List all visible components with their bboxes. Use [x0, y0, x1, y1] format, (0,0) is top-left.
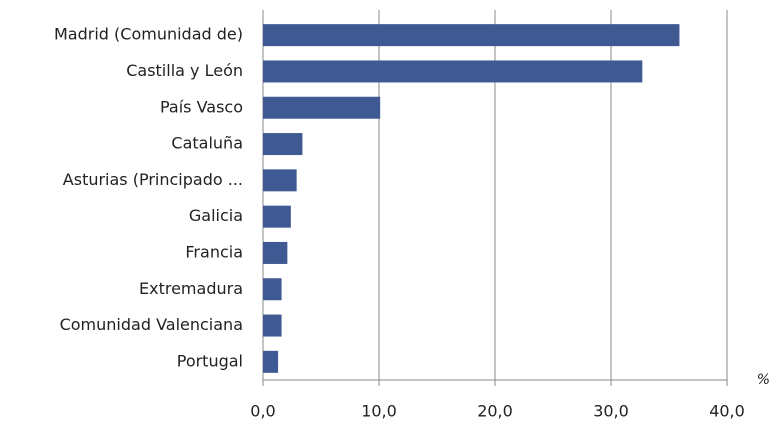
y-tick-label: Cataluña	[171, 134, 243, 153]
y-tick-label: País Vasco	[160, 97, 243, 116]
bar	[263, 205, 291, 228]
bar	[263, 314, 282, 337]
x-tick-label: 40,0	[709, 402, 745, 421]
x-tick-label: 10,0	[361, 402, 397, 421]
y-tick-label: Portugal	[177, 351, 243, 370]
y-tick-label: Galicia	[189, 206, 243, 225]
bar	[263, 278, 282, 301]
y-tick-label: Asturias (Principado ...	[63, 170, 243, 189]
y-tick-label: Castilla y León	[126, 61, 243, 80]
x-axis-label: %	[757, 372, 770, 388]
bar	[263, 24, 680, 47]
y-tick-label: Francia	[185, 242, 243, 261]
x-tick-label: 0,0	[250, 402, 275, 421]
y-tick-label: Extremadura	[139, 279, 243, 298]
bar	[263, 169, 297, 192]
x-tick-label: 20,0	[477, 402, 513, 421]
y-tick-label: Comunidad Valenciana	[60, 315, 243, 334]
bar	[263, 350, 279, 373]
bar	[263, 133, 303, 156]
bar	[263, 241, 288, 264]
y-tick-label: Madrid (Comunidad de)	[54, 25, 243, 44]
bar	[263, 60, 643, 83]
bar	[263, 96, 381, 119]
x-tick-label: 30,0	[593, 402, 629, 421]
